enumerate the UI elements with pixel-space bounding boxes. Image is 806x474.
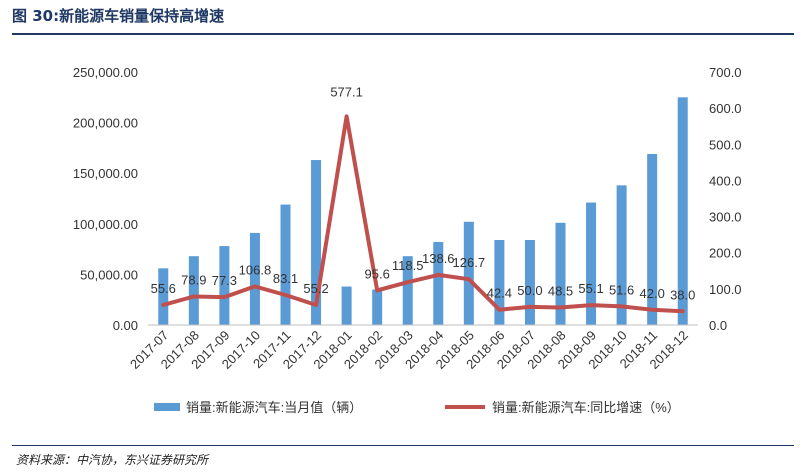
line-point-label: 95.6 bbox=[365, 266, 390, 281]
right-tick-label: 400.0 bbox=[709, 173, 742, 188]
line-point-label: 42.4 bbox=[487, 286, 512, 301]
yoy-growth-line bbox=[161, 114, 685, 314]
line-point-label: 126.7 bbox=[453, 255, 486, 270]
bar bbox=[311, 160, 322, 325]
line-point-label: 55.2 bbox=[303, 281, 328, 296]
left-axis: 0.00 50,000.00 100,000.00 150,000.00 200,000… bbox=[73, 65, 138, 333]
line-point-label: 42.0 bbox=[640, 286, 665, 301]
legend-bar-label: 销量:新能源汽车:当月值（辆） bbox=[186, 400, 362, 415]
right-tick-label: 100.0 bbox=[709, 282, 742, 297]
line-point-label: 106.8 bbox=[239, 262, 272, 277]
bar bbox=[616, 185, 627, 325]
bar bbox=[586, 202, 597, 325]
bar bbox=[341, 286, 352, 325]
bar bbox=[494, 239, 505, 325]
bar bbox=[463, 221, 474, 325]
bar bbox=[188, 256, 199, 325]
title-rule bbox=[12, 33, 794, 35]
legend-line-label: 销量:新能源汽车:同比增速（%） bbox=[492, 400, 680, 415]
bar bbox=[402, 256, 413, 325]
bar bbox=[158, 268, 169, 325]
line-point-label: 51.6 bbox=[609, 282, 634, 297]
line-point-label: 138.6 bbox=[422, 251, 455, 266]
bar bbox=[555, 222, 566, 325]
line-point-label: 83.1 bbox=[273, 271, 298, 286]
line-point-label: 78.9 bbox=[181, 272, 206, 287]
bar-series bbox=[158, 97, 688, 325]
right-tick-label: 0.0 bbox=[709, 318, 727, 333]
left-tick-label: 100,000.00 bbox=[73, 217, 138, 232]
left-tick-label: 200,000.00 bbox=[73, 116, 138, 131]
legend-bar-swatch bbox=[154, 403, 180, 411]
line-point-label: 77.3 bbox=[212, 273, 237, 288]
bar bbox=[280, 204, 291, 325]
bar bbox=[677, 97, 688, 325]
bar bbox=[647, 153, 658, 325]
source-note: 资料来源：中汽协，东兴证券研究所 bbox=[16, 453, 209, 467]
line-point-label: 50.0 bbox=[517, 283, 542, 298]
footer-rule bbox=[12, 445, 794, 446]
legend: 销量:新能源汽车:当月值（辆） 销量:新能源汽车:同比增速（%） bbox=[154, 400, 680, 415]
right-tick-label: 300.0 bbox=[709, 210, 742, 225]
line-point-label: 38.0 bbox=[670, 287, 695, 302]
line-point-label: 577.1 bbox=[330, 84, 363, 99]
bar bbox=[433, 242, 444, 325]
x-axis: 2017-072017-082017-092017-102017-112017-… bbox=[127, 328, 691, 372]
line-point-label: 55.1 bbox=[578, 281, 603, 296]
line-point-label: 55.6 bbox=[151, 281, 176, 296]
line-point-label: 48.5 bbox=[548, 283, 573, 298]
bar bbox=[249, 232, 260, 325]
line-data-labels: 55.678.9 77.3106.883.155.2577.195.6118.51… bbox=[151, 84, 696, 302]
left-tick-label: 0.00 bbox=[113, 318, 138, 333]
right-axis: 0.0 100.0 200.0 300.0 400.0 500.0 600.0 700.0 bbox=[709, 65, 742, 333]
figure-title: 图 30:新能源车销量保持高增速 bbox=[12, 7, 225, 25]
bar bbox=[524, 239, 535, 325]
bar bbox=[372, 289, 383, 325]
bar bbox=[219, 246, 230, 325]
right-tick-label: 200.0 bbox=[709, 246, 742, 261]
right-tick-label: 600.0 bbox=[709, 101, 742, 116]
left-tick-label: 250,000.00 bbox=[73, 65, 138, 80]
line-series bbox=[161, 114, 685, 314]
right-tick-label: 500.0 bbox=[709, 137, 742, 152]
left-tick-label: 50,000.00 bbox=[80, 267, 138, 282]
left-tick-label: 150,000.00 bbox=[73, 166, 138, 181]
line-point-label: 118.5 bbox=[392, 258, 424, 273]
right-tick-label: 700.0 bbox=[709, 65, 742, 80]
